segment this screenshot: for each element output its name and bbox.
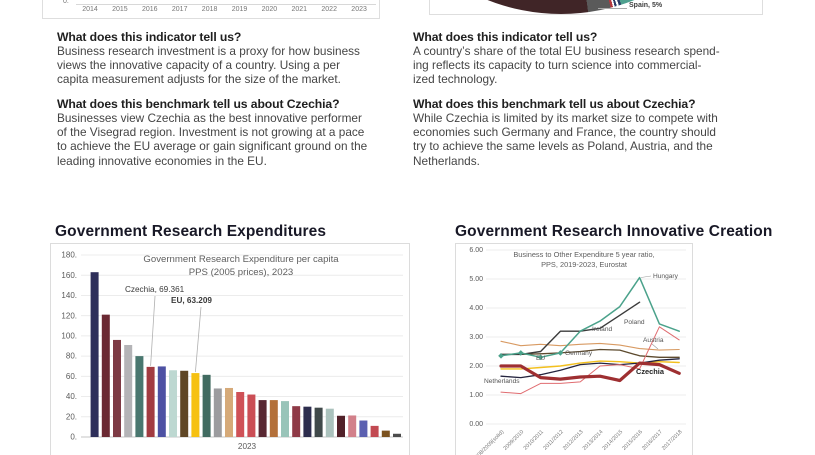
y-axis-zero-tick: 0. bbox=[63, 0, 69, 5]
section-title-gov-research-expenditures: Government Research Expenditures bbox=[55, 223, 327, 240]
business-rd-chart-cropped: 0. 2014 2015 2016 2017 2018 2019 2020 2021 2022 2… bbox=[42, 0, 380, 19]
series-label-ireland: Ireland bbox=[592, 326, 612, 333]
svg-text:160.: 160. bbox=[61, 271, 77, 280]
svg-text:100.: 100. bbox=[61, 331, 77, 340]
svg-text:120.: 120. bbox=[61, 311, 77, 320]
svg-text:PPS (2005 prices), 2023: PPS (2005 prices), 2023 bbox=[189, 267, 294, 278]
year-label: 2015 bbox=[112, 6, 128, 13]
left-benchmark-body: Businesses view Czechia as the best inno… bbox=[57, 111, 368, 168]
svg-text:80.: 80. bbox=[66, 352, 77, 361]
svg-text:20.: 20. bbox=[66, 412, 77, 421]
series-label-poland: Poland bbox=[624, 319, 645, 326]
svg-text:2023: 2023 bbox=[238, 442, 257, 451]
svg-text:0.00: 0.00 bbox=[469, 421, 483, 428]
svg-text:5.00: 5.00 bbox=[469, 276, 483, 283]
svg-text:3.00: 3.00 bbox=[469, 334, 483, 341]
series-label-germany: Germany bbox=[565, 350, 593, 357]
year-label: 2017 bbox=[171, 6, 188, 13]
x-tick-label: 2017/2018 bbox=[661, 429, 684, 452]
x-tick-label: 2012/2013 bbox=[562, 429, 585, 452]
x-tick-label: 2016/2017 bbox=[641, 429, 664, 452]
pie-chart bbox=[430, 0, 761, 14]
series-label-czechia: Czechia bbox=[636, 367, 665, 376]
series-label-hungary: Hungary bbox=[653, 273, 679, 280]
right-benchmark-heading: What does this benchmark tell us about C… bbox=[413, 97, 696, 111]
svg-text:140.: 140. bbox=[61, 291, 77, 300]
pie-callout-line bbox=[598, 8, 627, 9]
x-tick-label: 2009/2010 bbox=[503, 429, 526, 452]
svg-text:0.: 0. bbox=[70, 433, 77, 442]
series-label-austria: Austria bbox=[643, 337, 664, 344]
x-tick-label: 2008/2009(solid) bbox=[472, 429, 505, 455]
svg-text:4.00: 4.00 bbox=[469, 305, 483, 312]
svg-text:Business to Other Expenditure: Business to Other Expenditure 5 year rat… bbox=[513, 250, 654, 259]
x-tick-label: 2015/2016 bbox=[621, 429, 644, 452]
x-tick-label: 2014/2015 bbox=[602, 429, 625, 452]
year-label: 2014 bbox=[82, 6, 98, 13]
bar-chart-canvas: 0. 20. 40. 60. 80. 100. 120. 140. 160. 180. Govern… bbox=[61, 251, 403, 451]
svg-text:2.00: 2.00 bbox=[469, 363, 483, 370]
series-label-eu: EU bbox=[536, 355, 545, 362]
right-benchmark-body: While Czechia is limited by its market s… bbox=[413, 111, 718, 168]
x-tick-label: 2013/2014 bbox=[582, 429, 605, 452]
year-label: 2016 bbox=[142, 6, 158, 13]
business-to-other-ratio-chart: 0.00 1.00 2.00 3.00 4.00 5.00 6.00 Business to … bbox=[455, 243, 693, 455]
year-label: 2020 bbox=[261, 6, 278, 13]
left-indicator-heading: What does this indicator tell us? bbox=[57, 30, 242, 44]
left-benchmark-heading: What does this benchmark tell us about C… bbox=[57, 97, 340, 111]
left-indicator-body: Business research investment is a proxy … bbox=[57, 44, 360, 87]
svg-text:6.00: 6.00 bbox=[469, 247, 483, 254]
svg-text:Government Research Expenditur: Government Research Expenditure per capi… bbox=[143, 254, 339, 265]
gov-research-expenditure-chart: 0. 20. 40. 60. 80. 100. 120. 140. 160. 180. Govern… bbox=[50, 243, 410, 455]
right-indicator-body: A country’s share of the total EU busine… bbox=[413, 44, 720, 87]
x-tick-label: 2010/2011 bbox=[523, 429, 545, 451]
year-label: 2022 bbox=[321, 6, 337, 13]
year-label: 2021 bbox=[291, 6, 308, 13]
year-label: 2023 bbox=[351, 6, 367, 13]
svg-text:60.: 60. bbox=[66, 372, 77, 381]
svg-text:40.: 40. bbox=[66, 392, 77, 401]
line-chart-canvas: 0.00 1.00 2.00 3.00 4.00 5.00 6.00 Business to … bbox=[469, 247, 686, 455]
svg-text:180.: 180. bbox=[61, 251, 77, 260]
eu-share-pie-cropped: Spain, 5% bbox=[429, 0, 763, 15]
year-label: 2019 bbox=[231, 6, 248, 13]
series-label-netherlands: Netherlands bbox=[484, 378, 520, 385]
x-axis-line bbox=[76, 4, 376, 5]
year-label: 2018 bbox=[201, 6, 218, 13]
svg-text:1.00: 1.00 bbox=[469, 392, 483, 399]
svg-text:Czechia, 69.361: Czechia, 69.361 bbox=[125, 285, 185, 294]
svg-text:PPS, 2019-2023, Eurostat: PPS, 2019-2023, Eurostat bbox=[541, 260, 627, 269]
right-indicator-heading: What does this indicator tell us? bbox=[413, 30, 598, 44]
svg-text:EU, 63.209: EU, 63.209 bbox=[171, 296, 212, 305]
section-title-gov-research-innovative-creation: Government Research Innovative Creation bbox=[455, 223, 773, 240]
pie-slice-label-spain: Spain, 5% bbox=[629, 2, 663, 9]
